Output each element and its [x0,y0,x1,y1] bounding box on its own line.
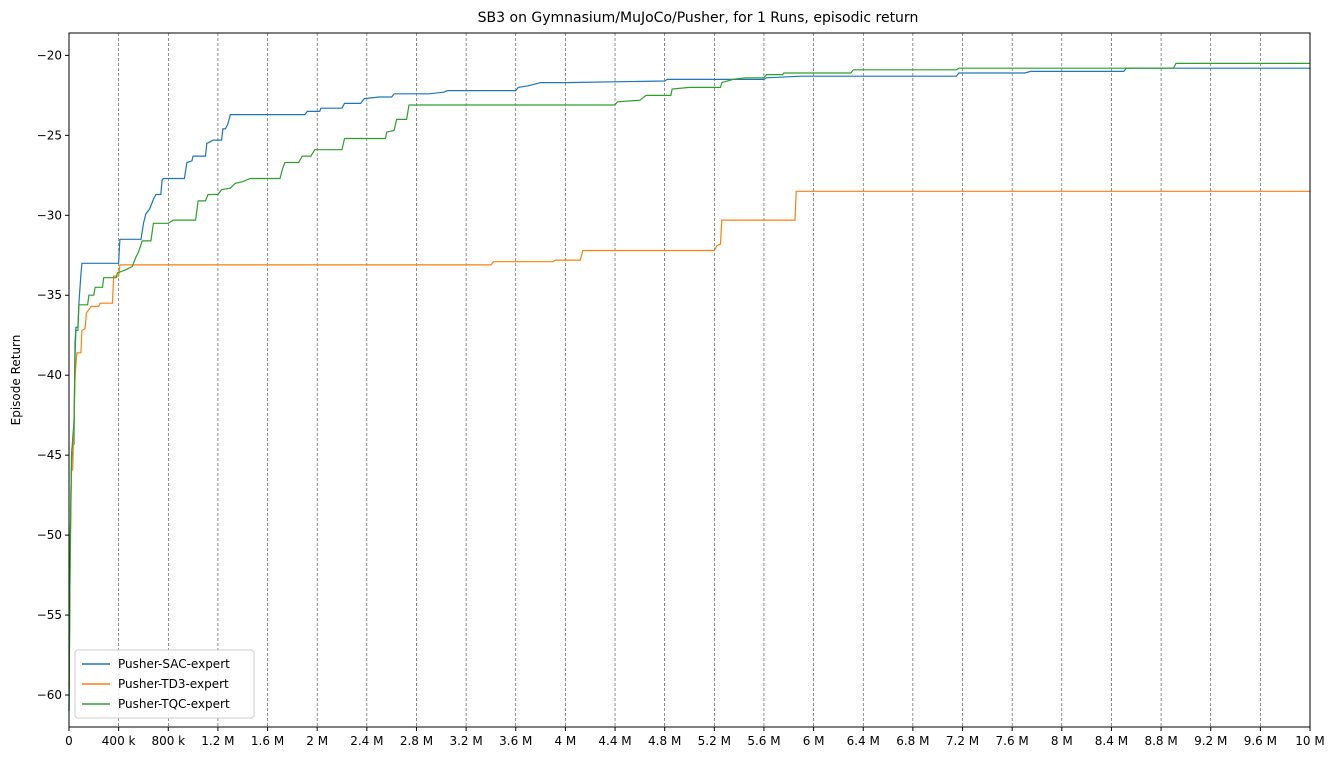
series-line [68,62,1310,712]
y-tick-label: −60 [37,688,62,702]
x-tick-label: 3.2 M [449,734,482,748]
y-axis-label: Episode Return [9,335,23,426]
y-tick-label: −45 [37,448,62,462]
x-tick-label: 2.4 M [350,734,383,748]
x-tick-label: 1.6 M [251,734,284,748]
plot-lines [68,62,1310,712]
y-tick-label: −55 [37,608,62,622]
legend-label: Pusher-SAC-expert [118,657,230,671]
grid [118,33,1261,727]
y-tick-label: −50 [37,528,62,542]
x-tick-label: 5.2 M [698,734,731,748]
y-tick-label: −30 [37,208,62,222]
x-tick-label: 8.8 M [1144,734,1177,748]
plot-frame [68,32,1311,728]
y-tick-label: −35 [37,288,62,302]
x-tick-label: 3.6 M [499,734,532,748]
x-tick-label: 8 M [1051,734,1073,748]
x-tick-label: 8.4 M [1095,734,1128,748]
x-tick-label: 6 M [803,734,825,748]
x-tick-label: 4.8 M [648,734,681,748]
y-axis: −60 −55 −50 −45 −40 −35 −30 −25 −20 [37,48,69,702]
y-tick-label: −25 [37,128,62,142]
x-tick-label: 6.4 M [847,734,880,748]
x-tick-label: 2 M [306,734,328,748]
chart-title: SB3 on Gymnasium/MuJoCo/Pusher, for 1 Ru… [478,10,919,26]
x-tick-label: 10 M [1295,734,1324,748]
x-tick-label: 800 k [151,734,185,748]
x-tick-label: 2.8 M [400,734,433,748]
legend-label: Pusher-TD3-expert [118,677,229,691]
y-tick-label: −40 [37,368,62,382]
legend-box [74,649,255,719]
series-line [68,190,1310,688]
x-tick-label: 5.6 M [747,734,780,748]
series-line [68,67,1310,712]
x-tick-label: 0 [65,734,73,748]
legend-label: Pusher-TQC-expert [118,697,230,711]
x-axis: 0 400 k 800 k 1.2 M 1.6 M 2 M 2.4 M 2.8 M 3.2 M 3… [65,727,1325,748]
x-tick-label: 7.6 M [996,734,1029,748]
x-tick-label: 4 M [554,734,576,748]
x-tick-label: 400 k [102,734,136,748]
x-tick-label: 9.2 M [1194,734,1227,748]
x-tick-label: 6.8 M [896,734,929,748]
x-tick-label: 7.2 M [946,734,979,748]
x-tick-label: 1.2 M [201,734,234,748]
x-tick-label: 4.4 M [598,734,631,748]
legend: Pusher-SAC-expert Pusher-TD3-expert Pusher… [74,649,255,719]
y-tick-label: −20 [37,48,62,62]
x-tick-label: 9.6 M [1244,734,1277,748]
